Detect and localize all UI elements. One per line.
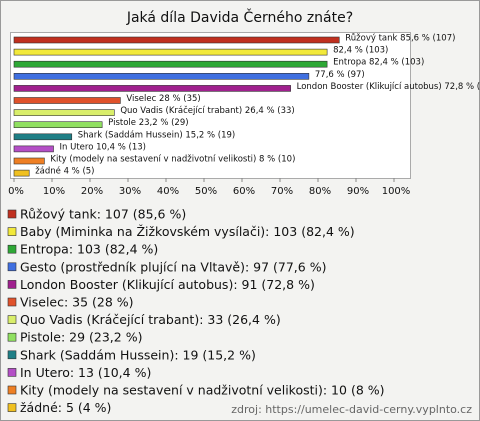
bar-label: Kity (modely na sestavení v nadživotní v…: [50, 155, 295, 165]
plot-area: [10, 32, 411, 179]
bar: [13, 133, 73, 141]
bar-label: Růžový tank 85,6 % (107): [345, 33, 455, 44]
legend-swatch: [7, 227, 17, 236]
legend-label: Pistole: 29 (23,2 %): [20, 330, 142, 345]
source: zdroj: https://umelec-david-cerny.vyplnt…: [231, 403, 472, 416]
legend-label: Shark (Saddám Hussein): 19 (15,2 %): [20, 347, 256, 362]
x-tick-label: 60%: [233, 186, 255, 197]
x-tick-label: 50%: [195, 186, 217, 197]
legend-label: Viselec: 35 (28 %): [20, 295, 134, 310]
x-tick-label: 30%: [119, 186, 141, 197]
bar-label: Pistole 23,2 % (29): [108, 118, 188, 128]
chart-title: Jaká díla Davida Černého znáte?: [126, 8, 353, 26]
legend-label: Entropa: 103 (82,4 %): [20, 242, 158, 257]
legend-label: Baby (Miminka na Žižkovském vysílači): 1…: [20, 224, 355, 239]
legend-swatch: [7, 262, 17, 272]
bar: [13, 169, 30, 177]
legend-swatch: [7, 350, 17, 360]
legend-swatch: [7, 315, 17, 324]
legend-label: London Booster (Klikující autobus): 91 (…: [20, 277, 315, 292]
bar-label: Entropa 82,4 % (103): [333, 58, 424, 68]
bar: [13, 145, 54, 153]
x-tick-label: 20%: [81, 186, 103, 197]
legend-label: In Utero: 13 (10,4 %): [20, 365, 151, 380]
bar: [13, 73, 310, 80]
legend-label: Kity (modely na sestavení v nadživotní v…: [20, 383, 385, 398]
x-tick-label: 100%: [382, 186, 411, 197]
bar-label: London Booster (Klikující autobus) 72,8 …: [297, 82, 480, 92]
bar: [13, 97, 121, 104]
bar: [13, 157, 45, 165]
legend-swatch: [7, 209, 17, 219]
bar-label: In Utero 10,4 % (13): [60, 142, 146, 152]
legend-label: Quo Vadis (Kráčející trabant): 33 (26,4 …: [20, 312, 281, 327]
bar: [13, 85, 291, 92]
legend-swatch: [7, 297, 17, 307]
bar-label: Viselec 28 % (35): [126, 94, 200, 104]
legend-swatch: [7, 368, 17, 377]
legend-swatch: [7, 403, 17, 412]
bar: [13, 109, 115, 116]
bar: [13, 60, 328, 68]
x-tick-label: 70%: [271, 186, 293, 197]
bar: [13, 121, 103, 128]
legend-swatch: [7, 244, 17, 254]
bar-label: Quo Vadis (Kráčející trabant) 26,4 % (33…: [120, 105, 294, 116]
bar-label: žádné 4 % (5): [35, 166, 94, 177]
bar-label: 77,6 % (97): [315, 70, 365, 80]
x-tick-label: 40%: [157, 186, 179, 197]
bar-label: 82,4 % (103): [333, 46, 388, 56]
legend-label: žádné: 5 (4 %): [20, 400, 111, 415]
legend-label: Růžový tank: 107 (85,6 %): [20, 207, 186, 222]
bar: [13, 36, 340, 44]
x-tick-label: 80%: [309, 186, 331, 197]
x-tick-label: 90%: [347, 186, 369, 197]
x-tick-label: 0%: [8, 186, 24, 197]
legend-swatch: [7, 280, 17, 289]
bar: [13, 48, 328, 56]
legend-label: Gesto (prostředník plující na Vltavě): 9…: [20, 259, 326, 274]
bar-label: Shark (Saddám Hussein) 15,2 % (19): [78, 130, 236, 140]
x-tick-label: 10%: [43, 186, 65, 197]
legend-swatch: [7, 332, 17, 342]
legend-swatch: [7, 385, 17, 395]
